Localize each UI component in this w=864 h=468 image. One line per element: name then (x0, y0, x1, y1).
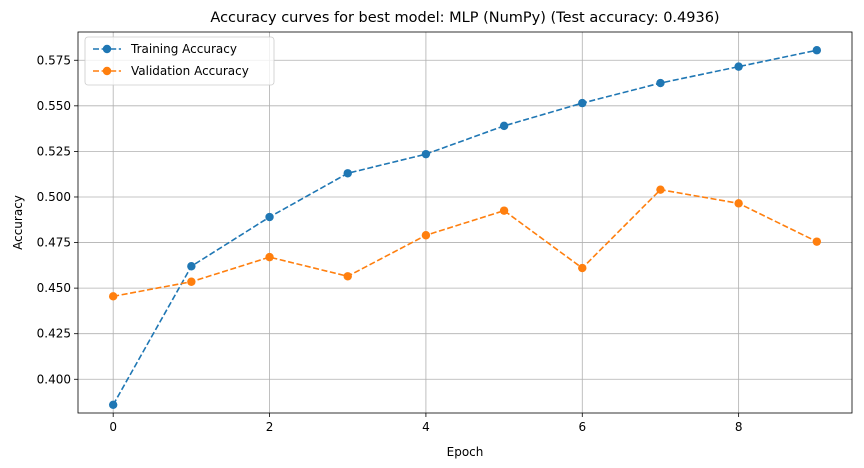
data-point (499, 206, 509, 215)
series-layer (108, 46, 822, 409)
x-tick-label: 2 (266, 420, 274, 434)
series-line (113, 188, 818, 298)
legend-marker (102, 44, 112, 54)
y-axis-label: Accuracy (11, 195, 25, 250)
legend-entry: Training Accuracy (130, 42, 237, 56)
data-point (187, 262, 196, 271)
y-tick-label: 0.400 (37, 372, 71, 386)
data-point (578, 263, 587, 273)
data-point (343, 169, 352, 178)
legend-marker (102, 66, 112, 76)
data-point (656, 185, 665, 194)
x-tick-label: 4 (422, 420, 430, 434)
data-point (343, 272, 352, 281)
plot-frame (77, 31, 853, 414)
data-point (499, 121, 509, 131)
y-tick-label: 0.425 (37, 327, 71, 341)
data-point (265, 212, 274, 222)
y-tick-label: 0.575 (37, 53, 71, 67)
data-point (421, 231, 431, 240)
x-axis-label: Epoch (447, 445, 484, 459)
data-point (108, 400, 118, 409)
grid (78, 32, 852, 413)
series-line (112, 49, 817, 406)
data-point (265, 252, 274, 262)
series-training (108, 46, 822, 409)
y-tick-label: 0.525 (37, 144, 71, 158)
legend-frame (84, 36, 275, 86)
legend: Training Accuracy Validation Accuracy (84, 36, 275, 86)
data-point (734, 199, 743, 208)
y-tick-label: 0.450 (37, 281, 71, 295)
data-point (578, 98, 587, 108)
x-tick-label: 6 (578, 420, 586, 434)
data-point (187, 277, 196, 286)
data-point (656, 78, 665, 88)
data-point (108, 292, 118, 301)
y-tick-label: 0.550 (37, 99, 71, 113)
chart-title: Accuracy curves for best model: MLP (Num… (210, 10, 719, 26)
ticks: 0 2 4 6 8 0.400 0.425 0.450 0.475 0.500 0.525 0.550… (37, 53, 743, 434)
data-point (812, 46, 822, 55)
x-tick-label: 8 (735, 420, 743, 434)
x-tick-label: 0 (109, 420, 117, 434)
legend-entry: Validation Accuracy (131, 64, 249, 78)
y-tick-label: 0.500 (37, 190, 71, 204)
data-point (734, 62, 743, 71)
y-tick-label: 0.475 (37, 236, 71, 250)
data-point (421, 149, 431, 159)
series-validation (108, 185, 822, 301)
data-point (812, 237, 822, 246)
